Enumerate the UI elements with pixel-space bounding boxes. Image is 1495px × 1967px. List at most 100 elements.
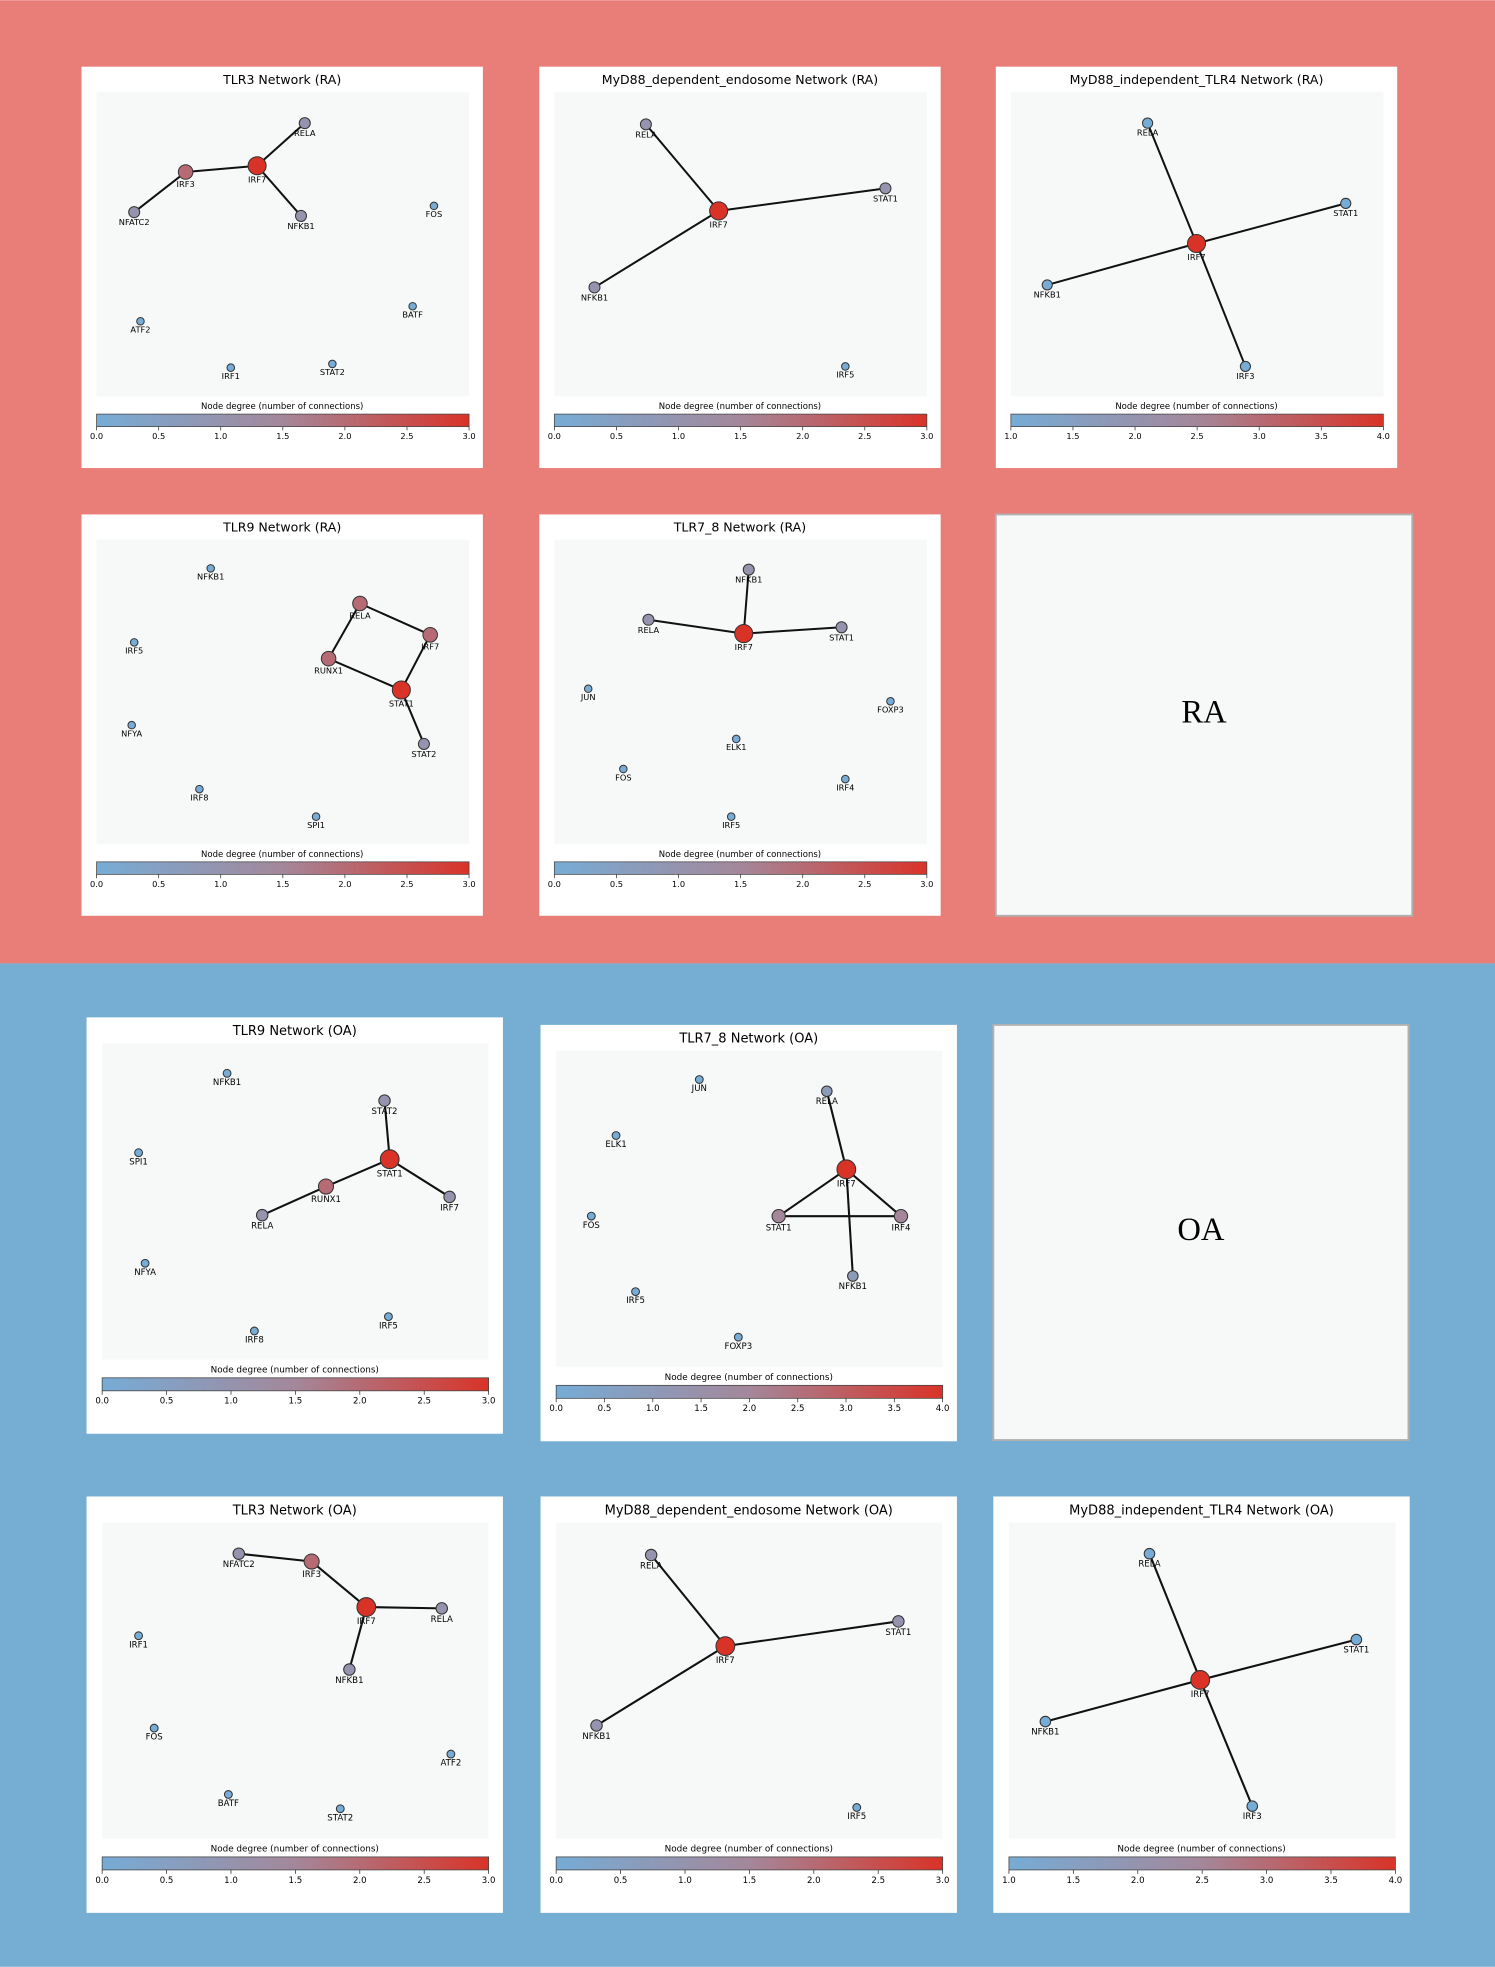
- node: [631, 1287, 640, 1297]
- colorbar-tick-label: 1.5: [1066, 431, 1079, 441]
- colorbar-tick-label: 1.5: [276, 879, 289, 889]
- colorbar-tick-label: 3.0: [1260, 1876, 1274, 1886]
- edge: [1199, 1679, 1254, 1807]
- node: [1186, 233, 1207, 254]
- node-label: IRF4: [892, 1224, 911, 1234]
- colorbar-tick-label: 1.0: [1004, 431, 1017, 441]
- node: [177, 164, 194, 180]
- node: [694, 1075, 704, 1084]
- colorbar-tick-label: 1.0: [1002, 1876, 1016, 1886]
- colorbar-tick-label: 3.5: [1324, 1876, 1338, 1886]
- colorbar: [555, 1384, 944, 1399]
- plot-area: [556, 1050, 943, 1368]
- colorbar-tick-label: 2.5: [400, 431, 413, 441]
- edge: [648, 618, 744, 635]
- colorbar-tick-label: 1.0: [214, 431, 227, 441]
- node: [335, 1804, 345, 1814]
- network-panel: MyD88_dependent_endosome Network (RA) REL…: [539, 66, 941, 469]
- node-label: NFKB1: [1034, 290, 1061, 300]
- colorbar: [555, 1856, 944, 1871]
- node-label: IRF3: [1236, 371, 1254, 381]
- network-panel: MyD88_independent_TLR4 Network (OA) RELA I…: [993, 1496, 1410, 1913]
- node: [742, 563, 755, 576]
- colorbar-tick-label: 0.5: [610, 431, 623, 441]
- colorbar-tick-label: 0.0: [549, 1404, 563, 1414]
- node: [417, 737, 430, 750]
- network-panel: TLR3 Network (OA) NFATC2 IRF3 IRF7 RELA IRF1 N…: [86, 1496, 503, 1913]
- colorbar-label: Node degree (number of connections): [659, 402, 821, 412]
- colorbar-tick-label: 0.0: [90, 879, 103, 889]
- node: [435, 1602, 449, 1615]
- node-label: RELA: [638, 625, 660, 635]
- node-label: BATF: [218, 1799, 239, 1809]
- section-label: OA: [1177, 1212, 1225, 1248]
- colorbar-tick-label: 2.0: [807, 1876, 821, 1886]
- edge: [327, 602, 361, 660]
- node: [1350, 1633, 1363, 1646]
- node-label: RELA: [816, 1097, 838, 1107]
- node: [893, 1209, 909, 1224]
- node-label: IRF7: [440, 1203, 459, 1213]
- node-label: IRF3: [177, 179, 195, 189]
- colorbar-tick-label: 1.5: [743, 1876, 757, 1886]
- colorbar-tick-label: 0.5: [160, 1397, 174, 1407]
- edge: [238, 1552, 312, 1563]
- colorbar-tick-label: 2.0: [796, 431, 809, 441]
- node: [1039, 1715, 1052, 1728]
- colorbar-tick-label: 2.0: [1128, 431, 1141, 441]
- node-label: STAT1: [885, 1628, 911, 1638]
- colorbar-tick-label: 1.5: [289, 1397, 303, 1407]
- node-label: RELA: [349, 610, 371, 620]
- node: [206, 564, 215, 573]
- node: [294, 209, 308, 222]
- edge: [1199, 1638, 1357, 1681]
- node-label: STAT2: [320, 367, 345, 377]
- node: [134, 1148, 144, 1158]
- colorbar-tick-label: 1.5: [694, 1404, 708, 1414]
- node-label: NFKB1: [582, 1732, 610, 1742]
- edge: [845, 1168, 902, 1217]
- colorbar-tick-label: 2.0: [796, 879, 809, 889]
- colorbar-tick-label: 0.0: [548, 431, 561, 441]
- colorbar-tick-label: 2.5: [871, 1876, 885, 1886]
- node: [715, 1636, 736, 1656]
- node-label: SPI1: [307, 820, 325, 830]
- colorbar-tick-label: 3.0: [920, 879, 933, 889]
- colorbar-tick-label: 0.5: [152, 431, 165, 441]
- colorbar-tick-label: 2.5: [417, 1876, 431, 1886]
- node-label: IRF5: [626, 1296, 645, 1306]
- colorbar-tick-label: 1.5: [1067, 1876, 1081, 1886]
- colorbar-label: Node degree (number of connections): [201, 402, 363, 412]
- edge: [1146, 122, 1198, 244]
- node: [734, 624, 754, 644]
- node-label: RELA: [640, 1561, 662, 1571]
- colorbar-tick-label: 2.5: [791, 1404, 805, 1414]
- colorbar-tick-label: 3.0: [462, 879, 475, 889]
- colorbar-tick-label: 0.5: [160, 1876, 174, 1886]
- edge: [400, 634, 432, 691]
- colorbar-tick-label: 4.0: [1377, 431, 1390, 441]
- panel-title: TLR3 Network (RA): [222, 72, 341, 87]
- node: [1142, 117, 1154, 129]
- node-label: STAT2: [372, 1107, 398, 1117]
- node: [298, 117, 311, 130]
- edge: [325, 1158, 391, 1188]
- node-label: IRF3: [302, 1570, 321, 1580]
- node: [1340, 197, 1352, 209]
- node-label: JUN: [580, 692, 596, 702]
- node: [1190, 1670, 1211, 1690]
- node-label: NFKB1: [213, 1078, 241, 1088]
- node-label: STAT1: [1333, 208, 1358, 218]
- colorbar-tick-label: 4.0: [1389, 1876, 1403, 1886]
- node: [408, 301, 417, 311]
- node: [639, 118, 652, 131]
- panel-title: MyD88_dependent_endosome Network (RA): [602, 72, 878, 87]
- node: [311, 812, 321, 821]
- node-label: NFATC2: [223, 1560, 255, 1570]
- node-label: NFKB1: [735, 575, 762, 585]
- node-label: STAT1: [766, 1224, 792, 1234]
- node: [429, 201, 439, 211]
- node-label: SPI1: [129, 1157, 148, 1167]
- colorbar-tick-label: 0.0: [95, 1876, 109, 1886]
- node-label: IRF7: [716, 1656, 735, 1666]
